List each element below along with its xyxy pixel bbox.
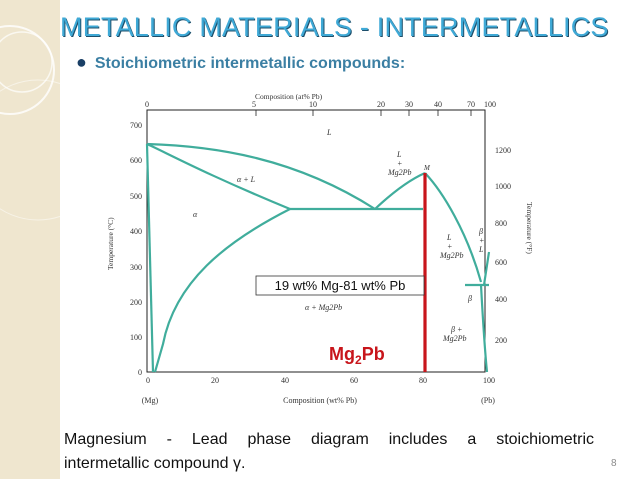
region-alpha: α bbox=[193, 210, 198, 219]
bottom-tick-100: 100 bbox=[483, 376, 495, 385]
region-beta-l-1: β bbox=[478, 227, 483, 236]
bottom-tick-0: 0 bbox=[146, 376, 150, 385]
top-ticks bbox=[255, 110, 472, 116]
left-tick-500: 500 bbox=[130, 192, 142, 201]
caption: Magnesium - Lead phase diagram includes … bbox=[64, 428, 594, 476]
annotation-box bbox=[255, 275, 425, 296]
left-tick-300: 300 bbox=[130, 263, 142, 272]
region-alpha-plus-l: α + L bbox=[237, 175, 256, 184]
left-tick-400: 400 bbox=[130, 227, 142, 236]
bottom-tick-80: 80 bbox=[419, 376, 427, 385]
top-tick-10: 10 bbox=[309, 100, 317, 109]
bullet-point: ● Stoichiometric intermetallic compounds: bbox=[76, 52, 405, 73]
annotation-text: 19 wt% Mg-81 wt% Pb bbox=[275, 278, 406, 293]
right-tick-200: 200 bbox=[495, 336, 507, 345]
top-tick-30: 30 bbox=[405, 100, 413, 109]
phase-diagram: Composition (at% Pb) 0 5 10 20 30 40 70 … bbox=[95, 92, 535, 415]
top-tick-5: 5 bbox=[252, 100, 256, 109]
right-tick-1000: 1000 bbox=[495, 182, 511, 191]
decorative-sidebar bbox=[0, 0, 60, 479]
region-beta-l-2: + bbox=[479, 236, 484, 245]
bottom-end-mg: (Mg) bbox=[142, 396, 159, 405]
left-tick-labels: 0 100 200 300 400 500 600 700 bbox=[130, 121, 142, 377]
left-tick-600: 600 bbox=[130, 156, 142, 165]
region-l-mg2pb-right-2: + bbox=[447, 242, 452, 251]
region-m: M bbox=[423, 164, 431, 172]
region-l-mg2pb-right-1: L bbox=[446, 233, 452, 242]
right-tick-400: 400 bbox=[495, 295, 507, 304]
right-tick-labels: 200 400 600 800 1000 1200 bbox=[495, 146, 511, 345]
decorative-arcs bbox=[0, 25, 60, 221]
compound-label: Mg2Pb bbox=[329, 344, 385, 367]
region-beta: β bbox=[467, 294, 472, 303]
top-axis-label: Composition (at% Pb) bbox=[255, 92, 323, 101]
caption-line-2: intermetallic compound γ. bbox=[64, 455, 246, 472]
bullet-text: Stoichiometric intermetallic compounds: bbox=[94, 55, 406, 72]
plot-frame bbox=[146, 109, 486, 373]
region-l-mg2pb-2: + bbox=[397, 159, 402, 168]
compound-label-sub: 2 bbox=[355, 353, 362, 367]
left-tick-700: 700 bbox=[130, 121, 142, 130]
bottom-tick-60: 60 bbox=[350, 376, 358, 385]
bottom-axis-label: Composition (wt% Pb) bbox=[283, 396, 357, 405]
slide-title: METALLIC MATERIALS - INTERMETALLICS bbox=[60, 12, 609, 42]
bottom-end-pb: (Pb) bbox=[481, 396, 495, 405]
region-liquid: L bbox=[326, 128, 332, 137]
top-tick-40: 40 bbox=[434, 100, 442, 109]
compound-label-main: Mg bbox=[329, 344, 355, 364]
top-tick-labels: 0 5 10 20 30 40 70 100 bbox=[145, 100, 496, 109]
bottom-tick-labels: 0 20 40 60 80 100 (Mg) Composition (wt% … bbox=[142, 376, 495, 405]
left-tick-0: 0 bbox=[138, 368, 142, 377]
region-l-mg2pb-1: L bbox=[396, 150, 402, 159]
bullet-icon: ● bbox=[76, 52, 87, 72]
bottom-tick-20: 20 bbox=[211, 376, 219, 385]
left-axis-label: Temperature (°C) bbox=[106, 217, 115, 270]
top-tick-20: 20 bbox=[377, 100, 385, 109]
top-tick-100: 100 bbox=[484, 100, 496, 109]
right-axis-label: Temperature (°F) bbox=[525, 202, 534, 254]
region-l-mg2pb-3: Mg2Pb bbox=[387, 168, 412, 177]
bottom-tick-40: 40 bbox=[281, 376, 289, 385]
top-tick-70: 70 bbox=[467, 100, 475, 109]
right-tick-600: 600 bbox=[495, 258, 507, 267]
page-number: 8 bbox=[611, 458, 617, 469]
caption-line-1: Magnesium - Lead phase diagram includes … bbox=[64, 431, 594, 448]
compound-label-tail: Pb bbox=[362, 344, 385, 364]
region-l-mg2pb-right-3: Mg2Pb bbox=[439, 251, 464, 260]
top-tick-0: 0 bbox=[145, 100, 149, 109]
left-tick-100: 100 bbox=[130, 333, 142, 342]
phase-boundaries bbox=[145, 142, 491, 373]
region-beta-l-3: L bbox=[478, 245, 484, 254]
left-tick-200: 200 bbox=[130, 298, 142, 307]
region-alpha-mg2pb: α + Mg2Pb bbox=[305, 303, 342, 312]
region-beta-mg2pb-2: Mg2Pb bbox=[442, 334, 467, 343]
region-labels: L α + L α L + Mg2Pb M L + Mg2Pb β + L β … bbox=[193, 128, 484, 343]
region-beta-mg2pb-1: β + bbox=[450, 325, 462, 334]
right-tick-800: 800 bbox=[495, 219, 507, 228]
right-tick-1200: 1200 bbox=[495, 146, 511, 155]
